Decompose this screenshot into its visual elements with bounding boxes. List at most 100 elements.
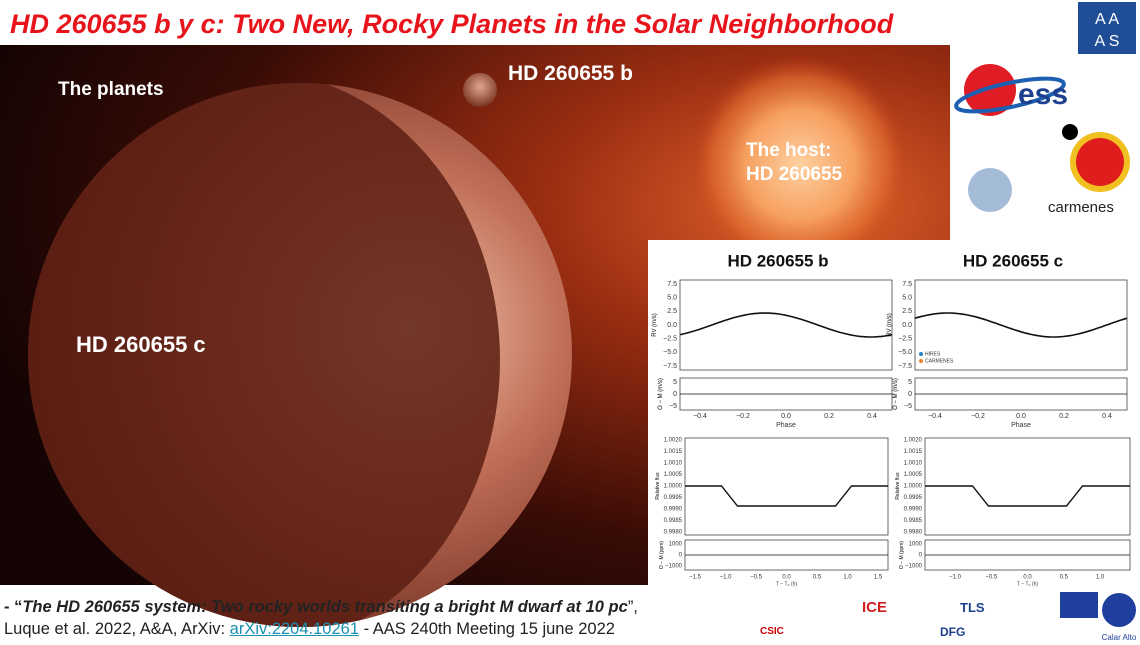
logo-text: DFG (940, 625, 965, 639)
tick-label: 1.0020 (904, 438, 923, 444)
tick-label: −2.5 (663, 336, 677, 343)
tick-label: 0 (908, 391, 912, 398)
tick-label: 0.0 (1016, 413, 1026, 420)
axis-label: Relative flux (655, 472, 661, 500)
axis-label: RV (m/s) (652, 313, 658, 337)
tick-label: 7.5 (902, 281, 912, 288)
tick-label: −5 (669, 403, 677, 410)
tick-label: 0.5 (1060, 575, 1069, 581)
planet-shadow (28, 83, 500, 627)
tick-label: 1.0015 (904, 449, 923, 455)
transit-model (685, 485, 888, 507)
legend-marker (919, 359, 923, 363)
legend-label: CARMENES (925, 358, 954, 364)
tick-label: 2.5 (902, 308, 912, 315)
tick-label: −5 (904, 403, 912, 410)
tick-label: 0.4 (1102, 413, 1112, 420)
transit-model (925, 485, 1130, 507)
tick-label: 0.9995 (664, 495, 683, 501)
calar-alto-logo (1102, 593, 1136, 627)
tick-label: 0.2 (824, 413, 834, 420)
axis-label: T − T₀ (h) (1017, 581, 1039, 587)
tick-label: 1.0015 (664, 449, 683, 455)
figure-panel (648, 240, 1140, 585)
tick-label: 7.5 (667, 281, 677, 288)
tick-label: −1.0 (720, 575, 733, 581)
tick-label: 0 (673, 391, 677, 398)
tick-label: −5.0 (663, 349, 677, 356)
tick-label: 5.0 (902, 295, 912, 302)
tick-label: 0.0 (781, 413, 791, 420)
citation-suffix: ”, (627, 598, 638, 616)
axis-label: T − T₀ (h) (776, 581, 798, 587)
logo-text: Calar Alto (1102, 633, 1137, 642)
tick-label: −0.2 (736, 413, 750, 420)
axis-label: O − M (m/s) (893, 378, 899, 410)
tick-label: 0.9980 (664, 530, 683, 536)
tick-label: 1.5 (874, 575, 883, 581)
logo-text: ICE (862, 599, 887, 616)
tick-label: −1.0 (949, 575, 962, 581)
axis-label: Phase (1011, 422, 1031, 429)
tick-label: −1.5 (689, 575, 702, 581)
tick-label: 0.4 (867, 413, 877, 420)
tick-label: 1.0010 (904, 461, 923, 467)
meeting: - AAS 240th Meeting 15 june 2022 (359, 620, 615, 638)
tick-label: −5.0 (898, 349, 912, 356)
axis-label: RV (m/s) (887, 313, 893, 337)
tick-label: 1.0005 (904, 472, 923, 478)
tick-label: 1.0000 (904, 484, 923, 490)
tick-label: −1000 (665, 564, 683, 570)
tick-label: 0.9985 (664, 518, 683, 524)
logo-text: TLS (960, 600, 985, 615)
carmenes-dot (1062, 124, 1078, 140)
axis-label: O − M (m/s) (658, 378, 664, 410)
tick-label: 0.2 (1059, 413, 1069, 420)
logo-text: A A (1095, 11, 1119, 28)
axes (679, 279, 893, 371)
tick-label: 0.9990 (664, 507, 683, 513)
tick-label: 1.0005 (664, 472, 683, 478)
model-curve (914, 312, 1128, 338)
tick-label: 1000 (669, 542, 683, 548)
arxiv-link[interactable]: arXiv:2204.10261 (229, 620, 360, 638)
model-curve (679, 312, 893, 338)
logo-text: ess (1018, 78, 1068, 111)
label: HD 260655 (746, 164, 843, 185)
panel-title: HD 260655 b (727, 251, 828, 270)
tick-label: 5 (673, 379, 677, 386)
tick-label: 0.9990 (904, 507, 923, 513)
host-star (690, 55, 910, 275)
tess-orbit (954, 76, 1066, 114)
tick-label: −2.5 (898, 336, 912, 343)
citation: - “The HD 260655 system: Two rocky world… (4, 596, 638, 640)
tick-label: −1000 (905, 564, 923, 570)
tick-label: −0.5 (750, 575, 763, 581)
tick-label: 1.0000 (664, 484, 683, 490)
tick-label: 1.0 (1096, 575, 1105, 581)
tess-logo (964, 64, 1016, 116)
paper-title: The HD 260655 system: Two rocky worlds t… (22, 598, 628, 616)
axis-label: O − M (ppm) (899, 541, 905, 570)
label: The planets (58, 79, 164, 100)
label: The host: (746, 140, 832, 161)
tick-label: 1.0010 (664, 461, 683, 467)
tick-label: −0.5 (985, 575, 998, 581)
tick-label: −0.4 (693, 413, 707, 420)
tick-label: 0.9980 (904, 530, 923, 536)
authors: Luque et al. 2022, A&A, ArXiv: (4, 620, 230, 638)
carmenes-logo (1076, 138, 1124, 186)
axis-label: O − M (ppm) (659, 541, 665, 570)
citation-prefix: - “ (4, 598, 23, 616)
tick-label: 0 (679, 553, 683, 559)
tick-label: 0.0 (902, 322, 912, 329)
tick-label: 1.0020 (664, 438, 683, 444)
tick-label: −0.4 (928, 413, 942, 420)
tick-label: 1.0 (843, 575, 852, 581)
title: HD 260655 b y c: Two New, Rocky Planets … (10, 9, 894, 39)
tick-label: 0.0 (782, 575, 791, 581)
logo-text: A S (1095, 33, 1120, 50)
tick-label: 0.0 (1023, 575, 1032, 581)
